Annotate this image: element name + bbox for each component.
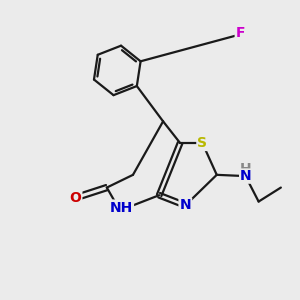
Text: N: N bbox=[179, 198, 191, 212]
Text: S: S bbox=[197, 136, 207, 150]
Text: N: N bbox=[240, 169, 251, 183]
Text: H: H bbox=[240, 162, 251, 176]
Text: NH: NH bbox=[110, 200, 133, 214]
Text: F: F bbox=[236, 26, 245, 40]
Text: O: O bbox=[70, 191, 81, 205]
